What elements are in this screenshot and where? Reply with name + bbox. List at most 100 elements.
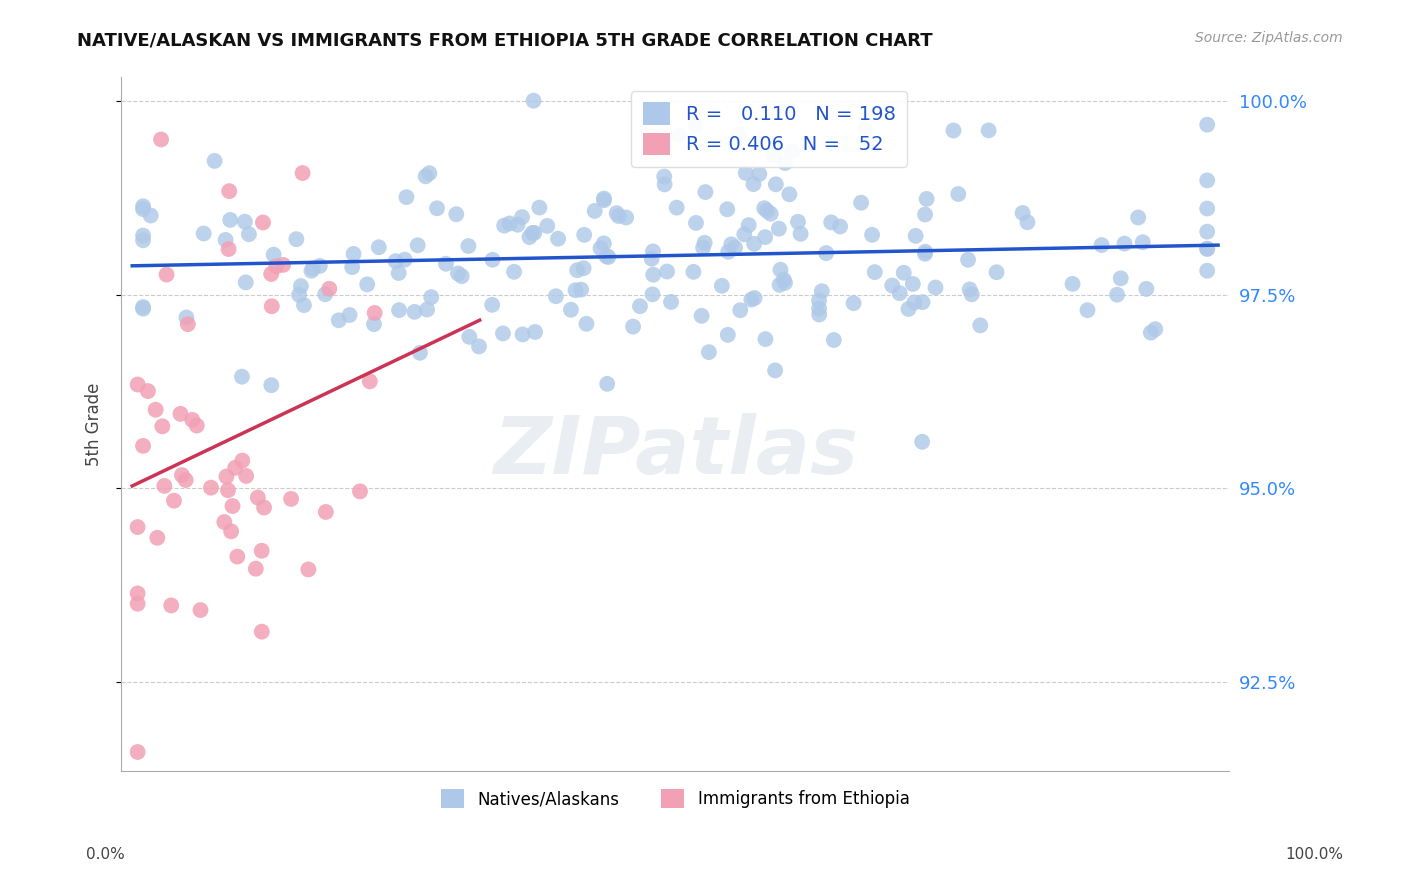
Point xyxy=(506,218,529,232)
Point xyxy=(560,302,582,317)
Point xyxy=(409,346,432,360)
Point xyxy=(740,293,762,307)
Point xyxy=(315,505,337,519)
Point xyxy=(136,384,159,398)
Point xyxy=(544,289,567,303)
Legend: Natives/Alaskans, Immigrants from Ethiopia: Natives/Alaskans, Immigrants from Ethiop… xyxy=(434,782,917,815)
Point xyxy=(889,286,911,301)
Point xyxy=(924,280,946,294)
Point xyxy=(942,123,965,137)
Point xyxy=(1076,303,1098,318)
Point xyxy=(668,128,690,142)
Point xyxy=(595,249,617,263)
Point xyxy=(690,309,713,323)
Point xyxy=(1197,173,1219,187)
Point xyxy=(693,235,716,250)
Point xyxy=(481,252,503,267)
Point xyxy=(823,333,845,347)
Point xyxy=(1197,263,1219,277)
Point xyxy=(363,306,385,320)
Point xyxy=(596,376,619,391)
Text: NATIVE/ALASKAN VS IMMIGRANTS FROM ETHIOPIA 5TH GRADE CORRELATION CHART: NATIVE/ALASKAN VS IMMIGRANTS FROM ETHIOP… xyxy=(77,31,934,49)
Point xyxy=(363,317,385,331)
Point xyxy=(510,210,533,224)
Point xyxy=(628,299,651,313)
Point xyxy=(349,484,371,499)
Point xyxy=(418,166,440,180)
Point xyxy=(250,624,273,639)
Point xyxy=(146,531,169,545)
Point xyxy=(1128,211,1150,225)
Point xyxy=(132,233,155,247)
Point xyxy=(404,305,426,319)
Point xyxy=(388,303,411,318)
Point xyxy=(217,483,239,498)
Point xyxy=(127,377,149,392)
Point xyxy=(1011,206,1033,220)
Point xyxy=(830,219,852,234)
Point xyxy=(174,473,197,487)
Point xyxy=(853,122,876,136)
Point xyxy=(250,543,273,558)
Point xyxy=(214,515,236,529)
Point xyxy=(219,524,242,539)
Point xyxy=(415,169,437,184)
Point xyxy=(915,192,938,206)
Point xyxy=(193,227,215,241)
Point xyxy=(458,330,481,344)
Point xyxy=(948,187,970,202)
Point xyxy=(356,277,378,292)
Point xyxy=(498,217,520,231)
Point xyxy=(395,190,418,204)
Point xyxy=(863,265,886,279)
Point xyxy=(260,299,283,313)
Point xyxy=(695,185,717,199)
Point xyxy=(457,239,479,253)
Point xyxy=(246,491,269,505)
Point xyxy=(808,308,831,322)
Point xyxy=(204,153,226,168)
Point xyxy=(569,283,592,297)
Point xyxy=(231,453,253,467)
Point xyxy=(503,265,526,279)
Point xyxy=(765,178,787,192)
Point xyxy=(742,177,765,191)
Point xyxy=(1062,277,1084,291)
Point xyxy=(606,206,628,220)
Point xyxy=(218,242,240,256)
Point xyxy=(742,236,765,251)
Point xyxy=(901,277,924,291)
Point xyxy=(492,326,515,341)
Point xyxy=(271,258,294,272)
Point xyxy=(127,597,149,611)
Point xyxy=(733,227,755,242)
Point xyxy=(328,313,350,327)
Point xyxy=(218,184,240,198)
Point xyxy=(682,265,704,279)
Point xyxy=(132,199,155,213)
Point xyxy=(808,301,831,316)
Point xyxy=(226,549,249,564)
Point xyxy=(494,219,516,233)
Point xyxy=(720,237,742,252)
Point xyxy=(564,283,586,297)
Point xyxy=(260,267,283,281)
Point xyxy=(155,268,177,282)
Point xyxy=(593,192,616,206)
Point xyxy=(132,439,155,453)
Point xyxy=(1197,118,1219,132)
Point xyxy=(1197,242,1219,256)
Point xyxy=(1017,215,1039,229)
Point xyxy=(860,227,883,242)
Point xyxy=(567,263,589,277)
Point xyxy=(643,268,665,282)
Point xyxy=(768,221,790,235)
Point xyxy=(359,374,381,388)
Point xyxy=(641,252,664,266)
Point xyxy=(519,230,541,244)
Point xyxy=(308,259,330,273)
Point xyxy=(523,226,546,240)
Point xyxy=(1109,271,1132,285)
Point xyxy=(290,279,312,293)
Point xyxy=(772,272,794,286)
